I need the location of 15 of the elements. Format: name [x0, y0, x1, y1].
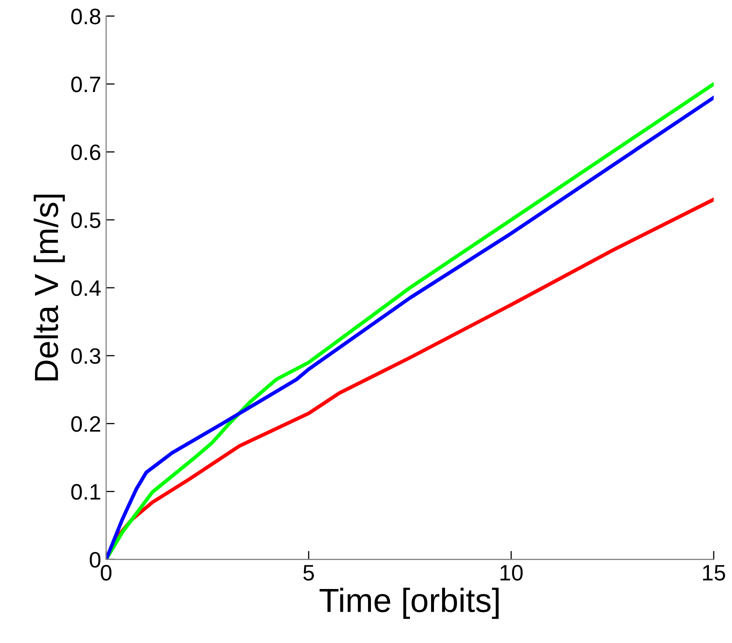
y-tick-label: 0.1 [71, 484, 100, 500]
x-tick-label: 5 [303, 565, 314, 581]
x-tick-label: 15 [703, 565, 726, 581]
y-tick-label: 0.8 [71, 8, 100, 24]
y-tick-label: 0.2 [71, 416, 100, 432]
y-tick-label: 0.3 [71, 348, 100, 364]
x-tick-label: 10 [500, 564, 523, 581]
x-tick-label: 0 [100, 564, 112, 581]
y-tick-label: 0.7 [71, 76, 100, 92]
y-tick-label: 0.4 [71, 280, 101, 296]
y-tick-label: 0.5 [71, 212, 100, 228]
y-tick-label: 0.6 [71, 144, 100, 160]
y-axis-title: Delta V [m/s] [34, 194, 65, 380]
x-axis-title: Time [orbits] [320, 588, 499, 619]
y-tick-label: 0 [90, 552, 100, 568]
